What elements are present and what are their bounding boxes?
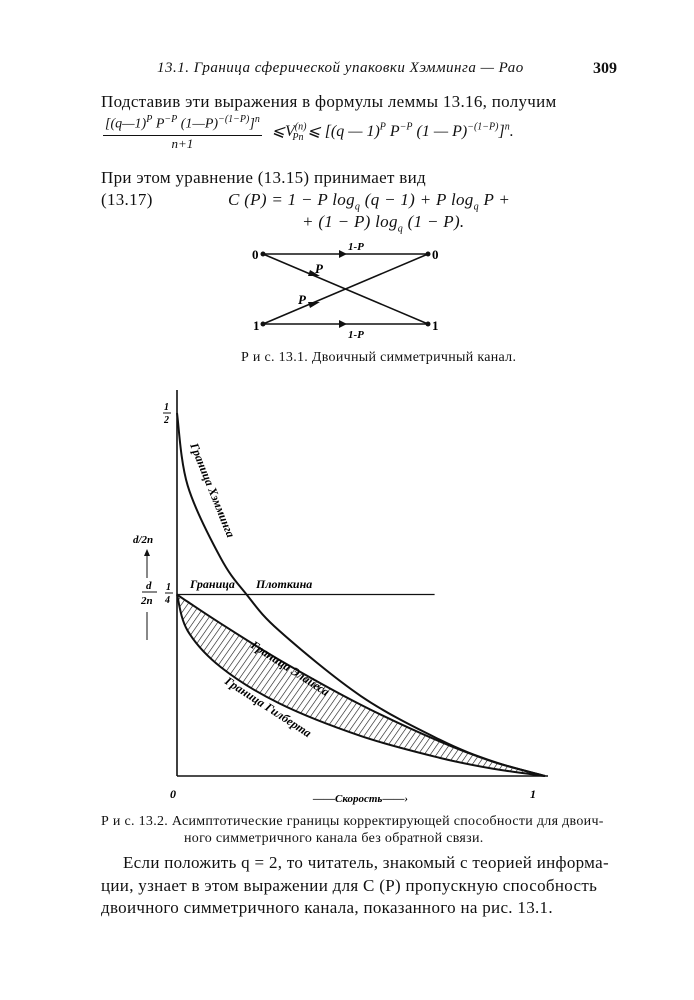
arrow-icon [308,270,320,276]
y-tick-half-den: 2 [163,415,169,426]
label-in-1: 1 [253,318,260,333]
equation-line-2: + (1 − P) logq (1 − P). [302,212,465,235]
x-axis-label: ——Скорость——› [312,793,408,805]
hamming-label: Граница Хэмминга [187,440,238,540]
figure-2-caption-line-1: Р и с. 13.2. Асимптотические границы кор… [101,814,604,829]
paragraph-3-line-2: ции, узнает в этом выражении для C (P) п… [101,876,598,895]
inequality: [(q—1)P P−P (1—P)−(1−P)]n n+1 ⩽V(n)Pn ⩽ … [103,114,514,152]
label-out-1: 1 [432,318,439,333]
inequality-denominator: n+1 [171,135,194,151]
node-out-1 [425,321,431,327]
equation-number: (13.17) [101,190,153,209]
equation-line-1: C (P) = 1 − P logq (q − 1) + P logq P + [228,190,511,213]
elias-bound-line [176,593,546,777]
binary-symmetric-channel-diagram: 0 0 1 1 1-P 1-P P P [252,241,439,341]
label-cross-P-2: P [298,292,307,307]
label-top-1-P: 1-P [348,241,364,253]
arrow-icon [339,250,347,258]
node-out-0 [425,251,431,257]
y-tick-quarter-num: 1 [166,582,171,593]
inequality-right: ⩽ [(q — 1)P P−P (1 — P)−(1−P)]n. [307,121,514,141]
inequality-numerator: [(q—1)P P−P (1—P)−(1−P)]n [103,114,262,136]
plotkin-label-right: Плоткина [255,577,312,591]
arrow-up-icon [144,549,150,556]
figure-1-caption: Р и с. 13.1. Двоичный симметричный канал… [241,350,517,365]
arrow-icon [308,302,320,308]
paragraph-3-line-1: Если положить q = 2, то читатель, знаком… [123,853,609,872]
inequality-middle: ⩽V(n)Pn [271,121,307,144]
label-out-0: 0 [432,247,439,262]
inequality-fraction: [(q—1)P P−P (1—P)−(1−P)]n n+1 [103,114,262,152]
y-tick-quarter-den: 4 [164,595,170,606]
paragraph-2: При этом уравнение (13.15) принимает вид [101,168,426,187]
plotkin-label-left: Граница [189,577,235,591]
paragraph-1: Подставив эти выражения в формулы леммы … [101,92,557,111]
label-in-0: 0 [252,247,259,262]
figure-2-caption-line-2: ного симметричного канала без обратной с… [184,831,484,846]
gilbert-bound-line [176,594,546,777]
y-axis-label: d/2n [133,534,153,546]
label-bottom-1-P: 1-P [348,329,364,341]
running-title: 13.1. Граница сферической упаковки Хэмми… [157,60,524,76]
x-tick-0: 0 [170,787,176,801]
y-tick-half-num: 1 [164,402,169,413]
label-cross-P-1: P [315,261,324,276]
edge-1-0 [262,253,429,325]
node-in-0 [260,251,266,257]
arrow-icon [339,320,347,328]
x-tick-1: 1 [530,787,536,801]
y-label-num: d [146,580,152,592]
y-label-den: 2n [140,595,153,607]
paragraph-3-line-3: двоичного симметричного канала, показанн… [101,898,553,917]
page-number: 309 [593,60,617,77]
node-in-1 [260,321,266,327]
shaded-region [177,594,545,776]
bounds-chart: 0 1 ——Скорость——› 1 2 1 4 d/2n d 2n Гран… [133,390,548,805]
